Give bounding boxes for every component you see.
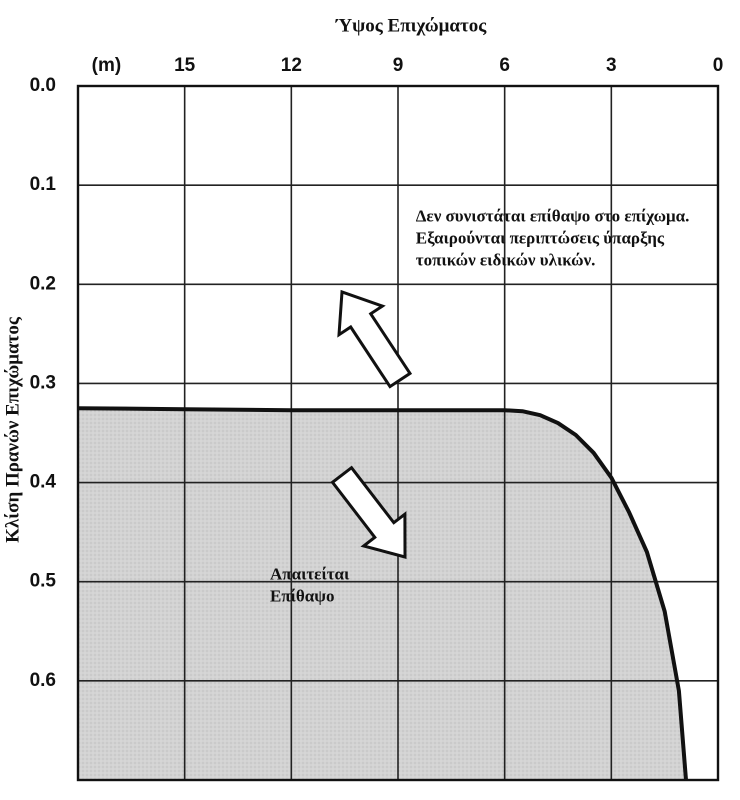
annotation-1-line: Δεν συνιστάται επίθαψο στο επίχωμα. [416,207,690,226]
y-tick-label: 0.1 [30,174,57,195]
x-axis-title: Ύψος Επιχώματος [335,15,487,36]
annotation-2-line: Απαιτείται [270,565,350,584]
y-tick-label: 0.5 [30,571,57,592]
y-tick-label: 0.6 [30,670,56,691]
x-tick-label: 6 [499,55,510,76]
x-tick-label: 0 [713,55,724,76]
annotation-2-line: Επίθαψο [270,587,334,606]
y-tick-label: 0.3 [30,372,56,393]
arrow-up-left [337,289,413,389]
shaded-region [78,408,686,780]
y-axis-title: Κλίση Πρανών Επιχώματος [2,316,23,543]
y-tick-label: 0.0 [30,75,56,96]
y-tick-label: 0.2 [30,273,56,294]
x-axis-unit: (m) [92,55,122,76]
arrow-down-right [330,465,407,559]
y-tick-label: 0.4 [30,472,57,493]
x-tick-label: 3 [606,55,617,76]
x-tick-label: 15 [174,55,196,76]
x-tick-label: 9 [393,55,404,76]
plot-frame [76,84,720,782]
x-tick-label: 12 [281,55,302,76]
annotation-1-line: τοπικών ειδικών υλικών. [416,251,596,270]
annotation-1-line: Εξαιρούνται περιπτώσεις ύπαρξης [416,229,665,248]
threshold-curve [77,406,688,781]
